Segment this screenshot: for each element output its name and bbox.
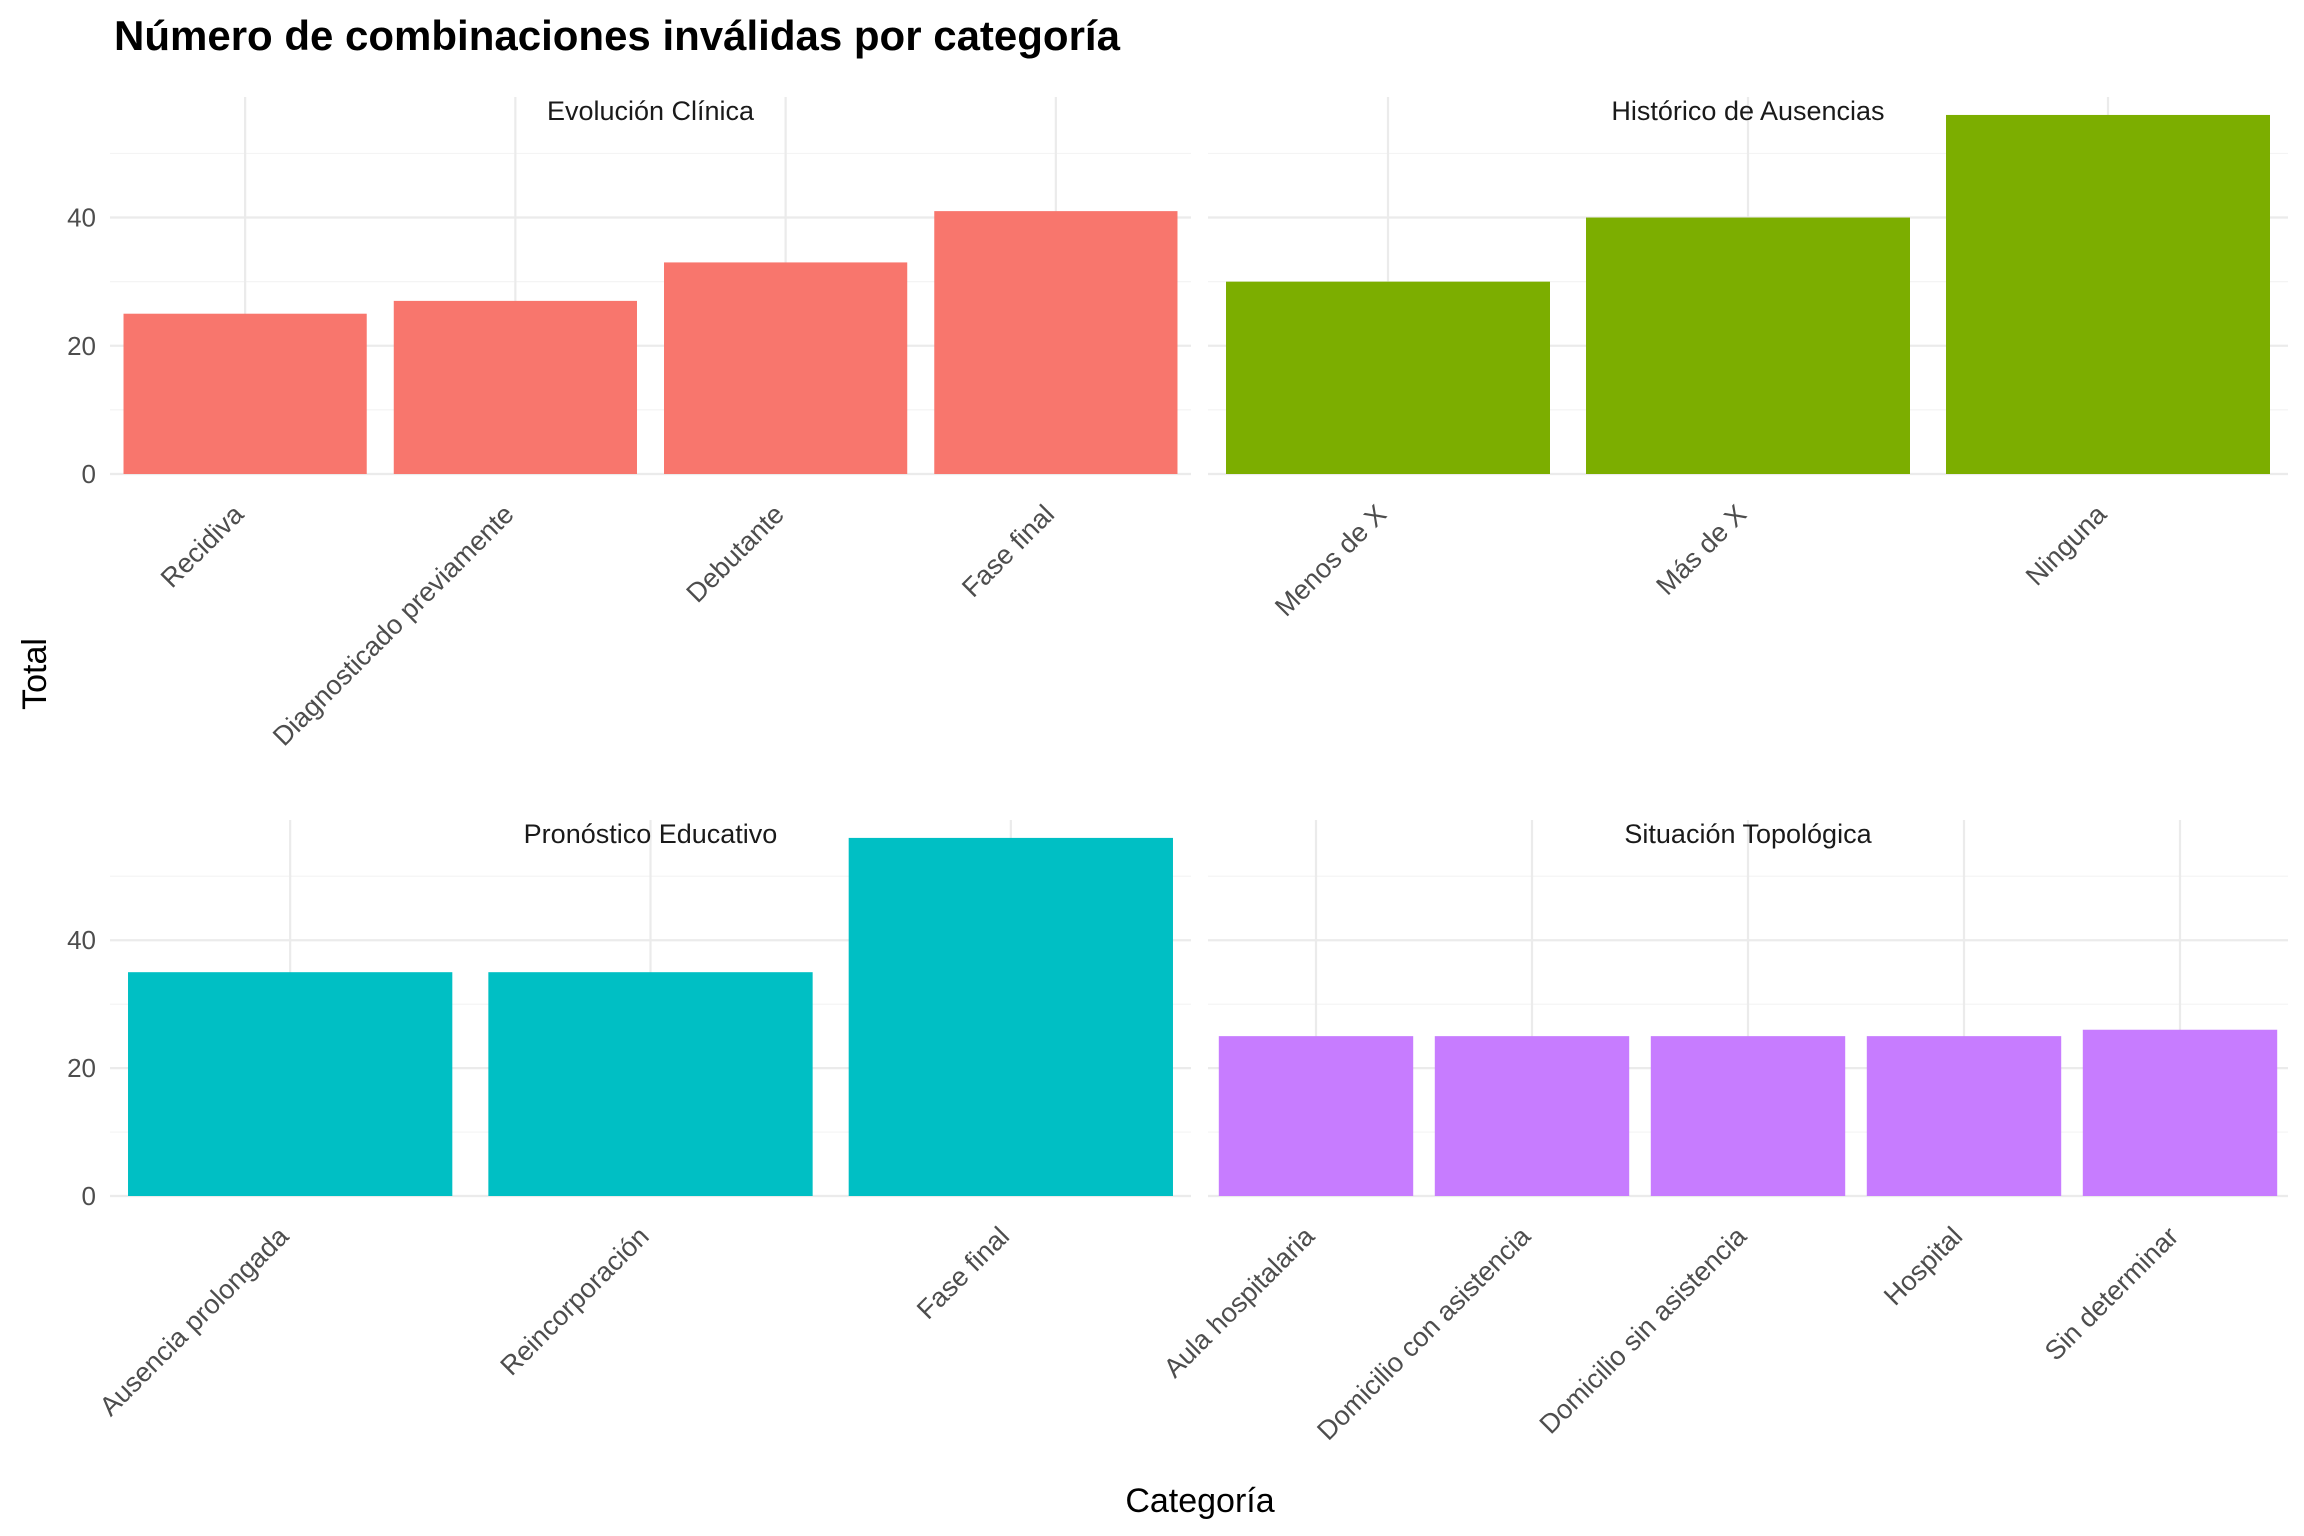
y-tick-label: 0 [82, 459, 96, 489]
x-tick-label: Recidiva [155, 498, 250, 593]
x-tick-label: Reincorporación [495, 1221, 655, 1381]
bar-ausencia-prolongada [128, 972, 453, 1196]
y-tick-label: 20 [67, 331, 96, 361]
y-tick-label: 40 [67, 203, 96, 233]
bar-ninguna [1946, 114, 2270, 474]
x-tick-label: Ausencia prolongada [94, 1220, 295, 1421]
x-tick-label: Menos de X [1269, 499, 1392, 622]
panel-evolucion-clinica: Evolución Clínica 0 20 40 Recidiva Diagnostic… [67, 96, 1191, 752]
x-tick-label: Sin determinar [2039, 1221, 2184, 1366]
bar-diagnosticado-previamente [393, 300, 637, 474]
bar-aula-hospitalaria [1218, 1036, 1414, 1196]
bar-reincorporacion [488, 972, 813, 1196]
panel-historico-de-ausencias: Histórico de Ausencias Menos de X Más de X… [1208, 96, 2288, 622]
x-tick-label: Ninguna [2020, 498, 2113, 591]
x-tick-label: Fase final [956, 499, 1060, 603]
x-tick-label: Hospital [1878, 1221, 1968, 1311]
bar-sin-determinar [2082, 1029, 2278, 1196]
facet-label: Situación Topológica [1624, 819, 1872, 849]
x-tick-label: Fase final [911, 1221, 1015, 1325]
x-tick-label: Diagnosticado previamente [267, 499, 520, 752]
facet-label: Evolución Clínica [547, 96, 755, 126]
bar-mas-de-x [1586, 217, 1910, 474]
bar-fase-final [848, 837, 1173, 1196]
facet-label: Pronóstico Educativo [524, 819, 778, 849]
facet-panels: Evolución Clínica 0 20 40 Recidiva Diagnostic… [67, 96, 2288, 1446]
x-tick-label: Domicilio sin asistencia [1534, 1220, 1753, 1439]
bar-debutante [664, 262, 908, 474]
facet-label: Histórico de Ausencias [1611, 96, 1884, 126]
bar-recidiva [123, 313, 367, 474]
bar-domicilio-con-asistencia [1434, 1036, 1630, 1196]
y-tick-label: 40 [67, 925, 96, 955]
x-tick-label: Debutante [681, 499, 790, 608]
bar-hospital [1866, 1036, 2062, 1196]
y-tick-label: 20 [67, 1053, 96, 1083]
chart-title: Número de combinaciones inválidas por ca… [114, 12, 1121, 59]
bar-domicilio-sin-asistencia [1650, 1036, 1846, 1196]
x-tick-label: Domicilio con asistencia [1311, 1220, 1537, 1446]
x-tick-label: Aula hospitalaria [1158, 1220, 1321, 1383]
x-axis-title: Categoría [1125, 1482, 1274, 1520]
panel-pronostico-educativo: Pronóstico Educativo 0 20 40 Ausencia prolon… [67, 819, 1191, 1422]
y-tick-label: 0 [82, 1181, 96, 1211]
bar-menos-de-x [1226, 281, 1550, 474]
bar-fase-final [934, 211, 1178, 474]
x-tick-label: Más de X [1650, 499, 1752, 601]
y-axis-title: Total [16, 638, 54, 710]
